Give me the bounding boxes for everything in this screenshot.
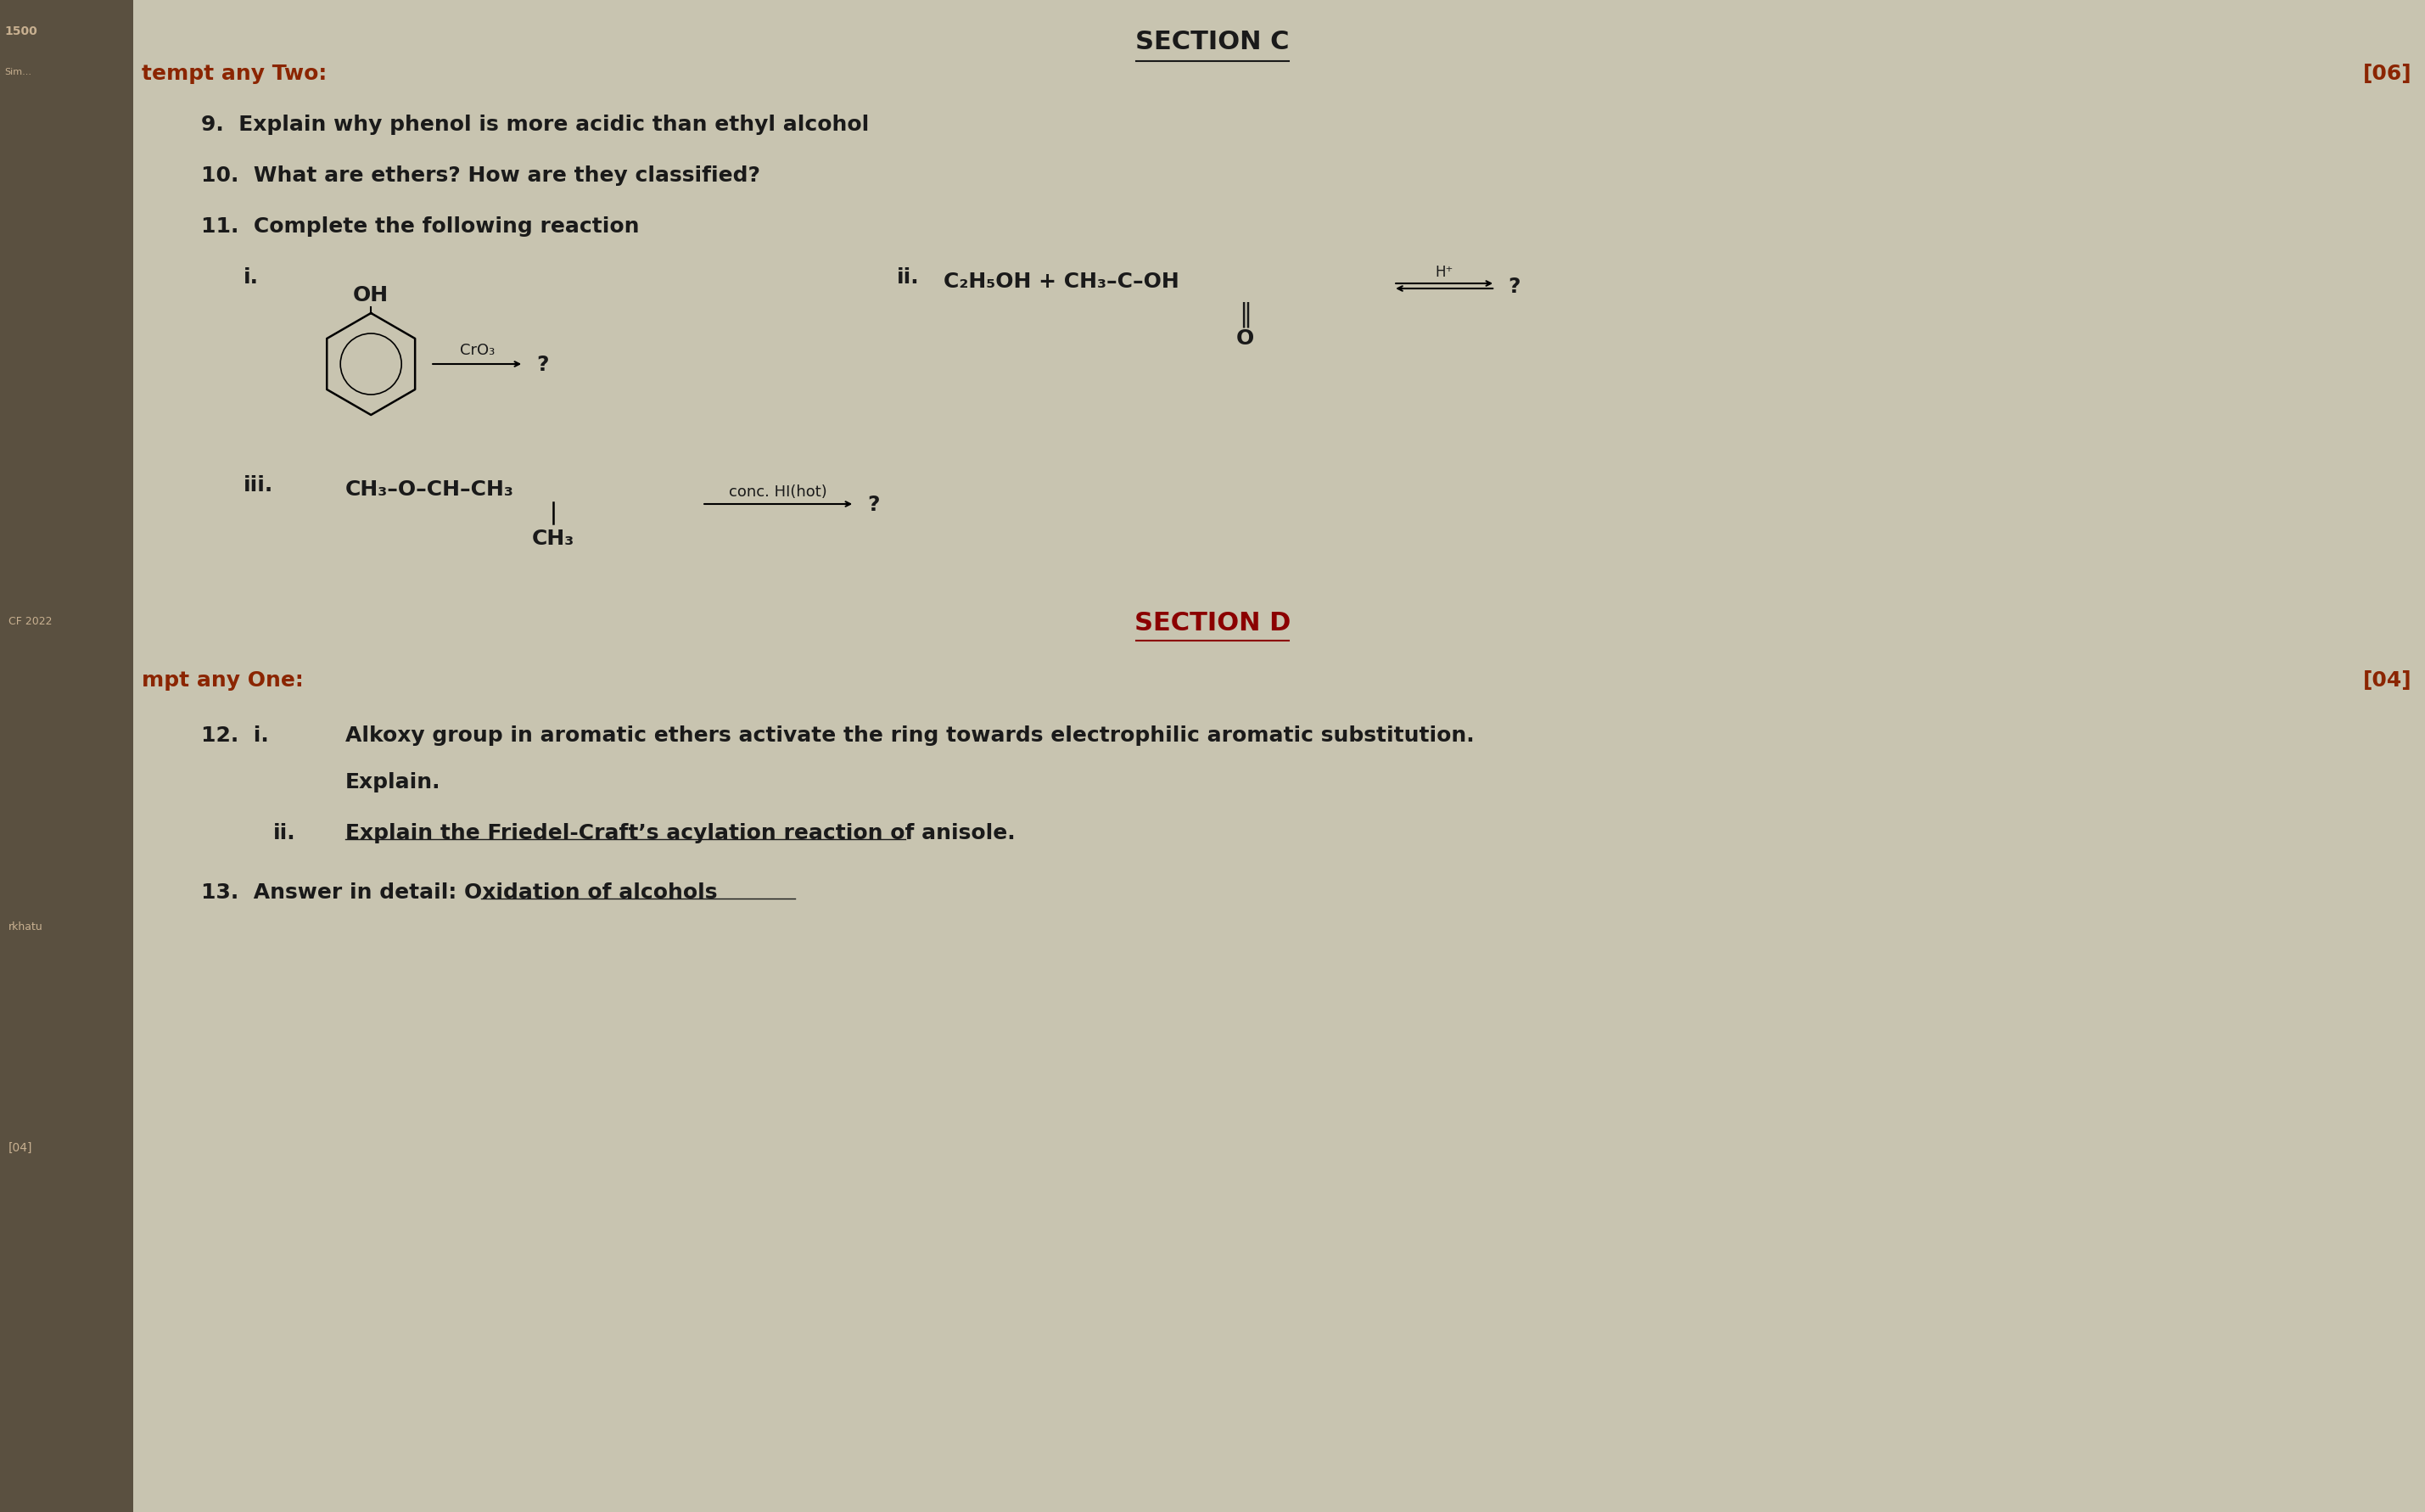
Text: H⁺: H⁺ bbox=[1436, 265, 1453, 280]
Text: mpt any One:: mpt any One: bbox=[141, 670, 303, 691]
Text: Explain.: Explain. bbox=[344, 771, 441, 792]
Text: tempt any Two:: tempt any Two: bbox=[141, 64, 327, 85]
Text: rkhatu: rkhatu bbox=[7, 921, 44, 933]
Text: ‖: ‖ bbox=[1239, 301, 1251, 327]
Text: Explain the Friedel-Craft’s acylation reaction of anisole.: Explain the Friedel-Craft’s acylation re… bbox=[344, 823, 1016, 842]
Text: iii.: iii. bbox=[242, 475, 274, 496]
Text: ?: ? bbox=[868, 494, 880, 514]
Text: ii.: ii. bbox=[274, 823, 296, 842]
Text: CF 2022: CF 2022 bbox=[7, 615, 53, 627]
Text: O: O bbox=[1237, 328, 1254, 349]
Text: ii.: ii. bbox=[897, 268, 919, 287]
Text: 9.  Explain why phenol is more acidic than ethyl alcohol: 9. Explain why phenol is more acidic tha… bbox=[201, 115, 868, 135]
Text: 13.  Answer in detail: Oxidation of alcohols: 13. Answer in detail: Oxidation of alcoh… bbox=[201, 881, 718, 903]
Text: SECTION C: SECTION C bbox=[1135, 30, 1290, 54]
Text: SECTION D: SECTION D bbox=[1135, 611, 1290, 635]
Text: conc. HI(hot): conc. HI(hot) bbox=[730, 484, 827, 499]
Text: C₂H₅OH + CH₃–C–OH: C₂H₅OH + CH₃–C–OH bbox=[943, 271, 1179, 292]
Text: [04]: [04] bbox=[7, 1142, 32, 1154]
Text: [06]: [06] bbox=[2364, 64, 2413, 85]
Text: Sim...: Sim... bbox=[5, 68, 32, 76]
Text: [04]: [04] bbox=[2364, 670, 2413, 691]
Text: 1500: 1500 bbox=[5, 26, 36, 38]
Text: OH: OH bbox=[354, 284, 388, 305]
Bar bbox=[0, 0, 133, 1512]
Text: CH₃: CH₃ bbox=[531, 528, 575, 549]
Text: Alkoxy group in aromatic ethers activate the ring towards electrophilic aromatic: Alkoxy group in aromatic ethers activate… bbox=[344, 726, 1474, 745]
Text: 11.  Complete the following reaction: 11. Complete the following reaction bbox=[201, 216, 640, 236]
Text: 12.  i.: 12. i. bbox=[201, 726, 269, 745]
Text: 10.  What are ethers? How are they classified?: 10. What are ethers? How are they classi… bbox=[201, 165, 761, 186]
Text: CrO₃: CrO₃ bbox=[458, 343, 495, 358]
Text: ?: ? bbox=[536, 354, 548, 375]
Text: CH₃–O–CH–CH₃: CH₃–O–CH–CH₃ bbox=[344, 479, 514, 499]
Text: ?: ? bbox=[1508, 277, 1520, 296]
Text: i.: i. bbox=[242, 268, 259, 287]
